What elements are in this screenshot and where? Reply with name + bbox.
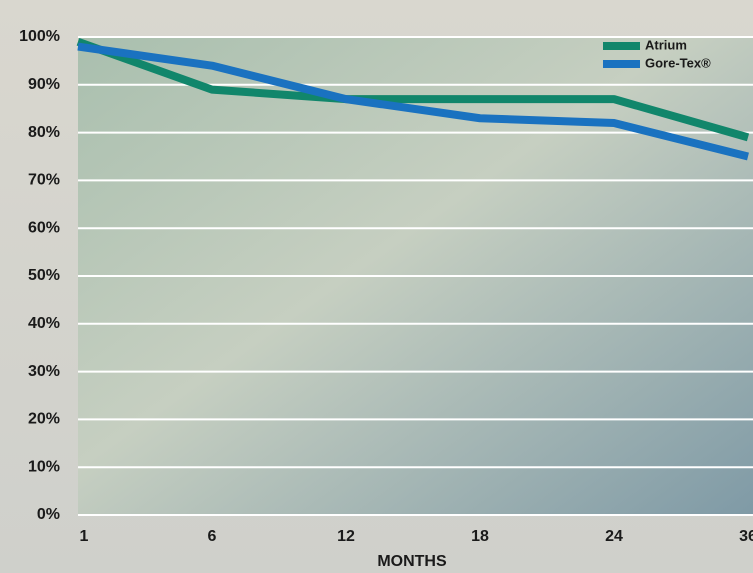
- y-tick-label: 90%: [28, 76, 60, 93]
- y-tick-label: 30%: [28, 363, 60, 380]
- x-tick-label: 18: [471, 528, 489, 545]
- chart: MONTHS Atrium Gore-Tex® 0% 10% 20% 30% 40% 50%…: [0, 0, 753, 573]
- x-tick-label: 6: [208, 528, 217, 545]
- y-tick-label: 100%: [19, 28, 60, 45]
- y-tick-label: 20%: [28, 411, 60, 428]
- x-tick-label: 1: [80, 528, 89, 545]
- y-tick-label: 0%: [37, 506, 60, 523]
- legend-label: Atrium: [645, 37, 687, 52]
- legend-label: Gore-Tex®: [645, 55, 711, 70]
- legend-swatch: [603, 60, 640, 68]
- x-tick-label: 24: [605, 528, 623, 545]
- y-tick-label: 40%: [28, 315, 60, 332]
- y-tick-label: 50%: [28, 267, 60, 284]
- x-axis-label: MONTHS: [377, 553, 447, 570]
- legend-swatch: [603, 42, 640, 50]
- y-tick-label: 70%: [28, 172, 60, 189]
- y-tick-label: 60%: [28, 219, 60, 236]
- y-tick-label: 80%: [28, 124, 60, 141]
- x-tick-label: 12: [337, 528, 355, 545]
- x-tick-label: 36: [739, 528, 753, 545]
- y-tick-label: 10%: [28, 458, 60, 475]
